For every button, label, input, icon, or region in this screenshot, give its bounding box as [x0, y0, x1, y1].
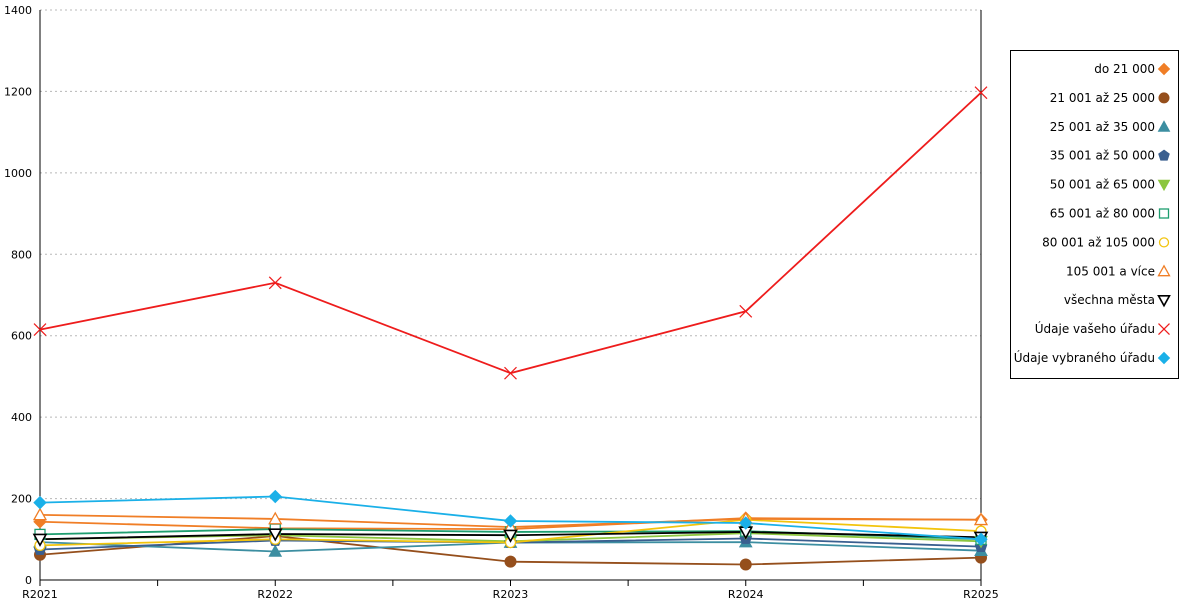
data-point-1-2: [504, 555, 517, 568]
legend-box: [1010, 50, 1179, 379]
legend-marker: [1158, 149, 1170, 161]
x-tick-label: R2021: [22, 588, 58, 600]
y-tick-label: 1000: [4, 167, 32, 180]
x-tick-label: R2023: [493, 588, 529, 600]
data-point-2-1: [268, 544, 283, 557]
data-point-10-2: [503, 514, 518, 528]
data-point-8-2: [503, 529, 518, 543]
y-tick-label: 400: [11, 411, 32, 424]
legend-label: 80 001 až 105 000: [1042, 235, 1155, 249]
x-stroke: [974, 86, 988, 100]
legend-marker: [1158, 208, 1170, 219]
legend: do 21 000 21 001 až 25 000 25 001 až 35 00…: [1010, 50, 1179, 379]
legend-label: 50 001 až 65 000: [1050, 178, 1155, 192]
data-point-9-3: [739, 304, 753, 318]
legend-label: 21 001 až 25 000: [1050, 91, 1155, 105]
legend-marker: [1157, 264, 1171, 277]
data-point-9-1: [268, 276, 282, 290]
x-stroke: [1158, 323, 1170, 336]
series-lines: [32, 86, 989, 571]
axes: 0 200 400 600 800 1000 1200 1400 R2021 R2022 R2023…: [4, 4, 999, 600]
legend-label: 25 001 až 35 000: [1050, 120, 1155, 134]
data-point-10-0: [33, 495, 47, 510]
x-stroke: [33, 323, 47, 337]
y-tick-label: 1200: [4, 85, 32, 98]
legend-label: 35 001 až 50 000: [1050, 149, 1155, 163]
legend-marker: [1157, 351, 1171, 365]
legend-label: všechna města: [1064, 293, 1155, 307]
data-point-9-0: [33, 323, 47, 337]
data-point-10-3: [739, 516, 753, 530]
legend-label: 65 001 až 80 000: [1050, 207, 1155, 221]
data-point-7-0: [32, 507, 48, 521]
legend-marker: [1157, 294, 1171, 308]
y-tick-label: 600: [11, 330, 32, 343]
series-line-9: [39, 91, 982, 375]
legend-marker: [1158, 92, 1170, 104]
legend-marker: [1158, 323, 1170, 336]
x-tick-label: R2022: [257, 588, 293, 600]
y-tick-label: 800: [11, 248, 32, 261]
y-tick-label: 1400: [4, 4, 32, 17]
legend-marker: [1157, 62, 1171, 76]
legend-marker: [1157, 179, 1171, 192]
data-point-9-2: [504, 366, 517, 380]
x-tick-label: R2025: [963, 588, 999, 600]
data-point-8-0: [32, 533, 48, 547]
legend-marker: [1158, 237, 1170, 248]
data-point-7-4: [973, 512, 989, 526]
legend-label: do 21 000: [1094, 62, 1155, 76]
x-tick-label: R2024: [728, 588, 764, 600]
data-point-1-3: [739, 558, 752, 571]
data-point-9-4: [974, 86, 988, 100]
data-point-10-1: [268, 489, 282, 504]
x-stroke: [504, 366, 517, 380]
legend-marker: [1157, 120, 1171, 132]
x-stroke: [268, 276, 282, 290]
x-stroke: [739, 304, 753, 318]
y-tick-label: 200: [11, 493, 32, 506]
legend-label: Údaje vašeho úřadu: [1035, 321, 1155, 336]
legend-label: 105 001 a více: [1066, 264, 1155, 278]
legend-label: Údaje vybraného úřadu: [1014, 350, 1155, 365]
y-tick-label: 0: [25, 574, 32, 587]
data-point-7-1: [268, 511, 283, 525]
data-point-10-4: [974, 532, 988, 546]
grid-lines: [40, 9, 981, 500]
data-point-8-1: [267, 528, 283, 542]
